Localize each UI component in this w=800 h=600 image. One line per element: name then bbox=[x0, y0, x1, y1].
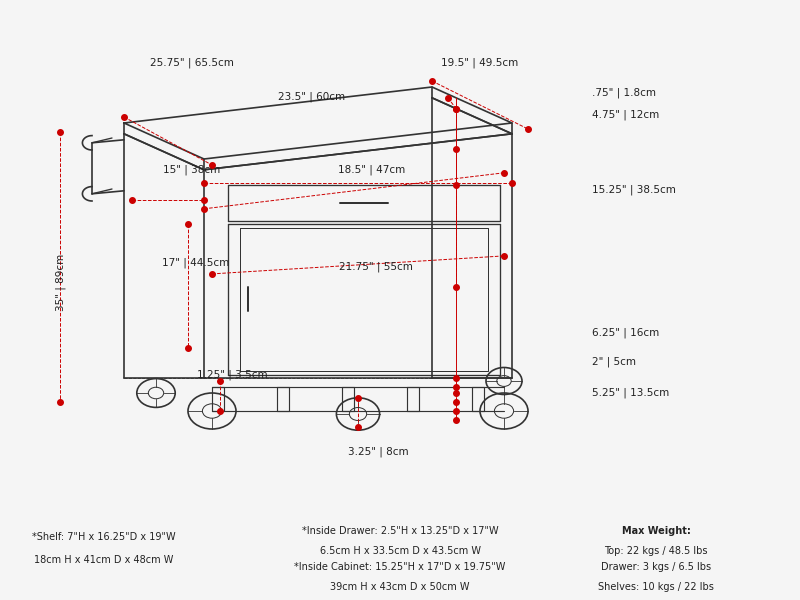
Text: 6.5cm H x 33.5cm D x 43.5cm W: 6.5cm H x 33.5cm D x 43.5cm W bbox=[319, 546, 481, 556]
Text: 2" | 5cm: 2" | 5cm bbox=[592, 356, 636, 367]
Text: *Shelf: 7"H x 16.25"D x 19"W: *Shelf: 7"H x 16.25"D x 19"W bbox=[32, 532, 176, 542]
Text: 5.25" | 13.5cm: 5.25" | 13.5cm bbox=[592, 388, 670, 398]
Text: 15" | 38cm: 15" | 38cm bbox=[163, 164, 221, 175]
Text: 15.25" | 38.5cm: 15.25" | 38.5cm bbox=[592, 185, 676, 196]
Text: 25.75" | 65.5cm: 25.75" | 65.5cm bbox=[150, 58, 234, 68]
Text: Drawer: 3 kgs / 6.5 lbs: Drawer: 3 kgs / 6.5 lbs bbox=[601, 562, 711, 572]
Text: *Inside Drawer: 2.5"H x 13.25"D x 17"W: *Inside Drawer: 2.5"H x 13.25"D x 17"W bbox=[302, 526, 498, 536]
Text: 21.75" | 55cm: 21.75" | 55cm bbox=[339, 262, 413, 272]
Text: 23.5" | 60cm: 23.5" | 60cm bbox=[278, 92, 346, 103]
Text: 18.5" | 47cm: 18.5" | 47cm bbox=[338, 164, 406, 175]
Text: 39cm H x 43cm D x 50cm W: 39cm H x 43cm D x 50cm W bbox=[330, 582, 470, 592]
Text: 3.25" | 8cm: 3.25" | 8cm bbox=[348, 446, 409, 457]
Text: Max Weight:: Max Weight: bbox=[622, 526, 690, 536]
Text: 19.5" | 49.5cm: 19.5" | 49.5cm bbox=[442, 57, 518, 68]
Text: 17" | 44.5cm: 17" | 44.5cm bbox=[162, 257, 230, 268]
Text: 35" | 89cm: 35" | 89cm bbox=[56, 253, 66, 311]
Text: 18cm H x 41cm D x 48cm W: 18cm H x 41cm D x 48cm W bbox=[34, 555, 174, 565]
Text: 6.25" | 16cm: 6.25" | 16cm bbox=[592, 328, 659, 338]
Text: 4.75" | 12cm: 4.75" | 12cm bbox=[592, 110, 659, 121]
Text: .75" | 1.8cm: .75" | 1.8cm bbox=[592, 88, 656, 98]
Text: *Inside Cabinet: 15.25"H x 17"D x 19.75"W: *Inside Cabinet: 15.25"H x 17"D x 19.75"… bbox=[294, 562, 506, 572]
Text: Top: 22 kgs / 48.5 lbs: Top: 22 kgs / 48.5 lbs bbox=[604, 546, 708, 556]
Text: 1.25" | 3.5cm: 1.25" | 3.5cm bbox=[197, 370, 267, 380]
Text: Shelves: 10 kgs / 22 lbs: Shelves: 10 kgs / 22 lbs bbox=[598, 582, 714, 592]
